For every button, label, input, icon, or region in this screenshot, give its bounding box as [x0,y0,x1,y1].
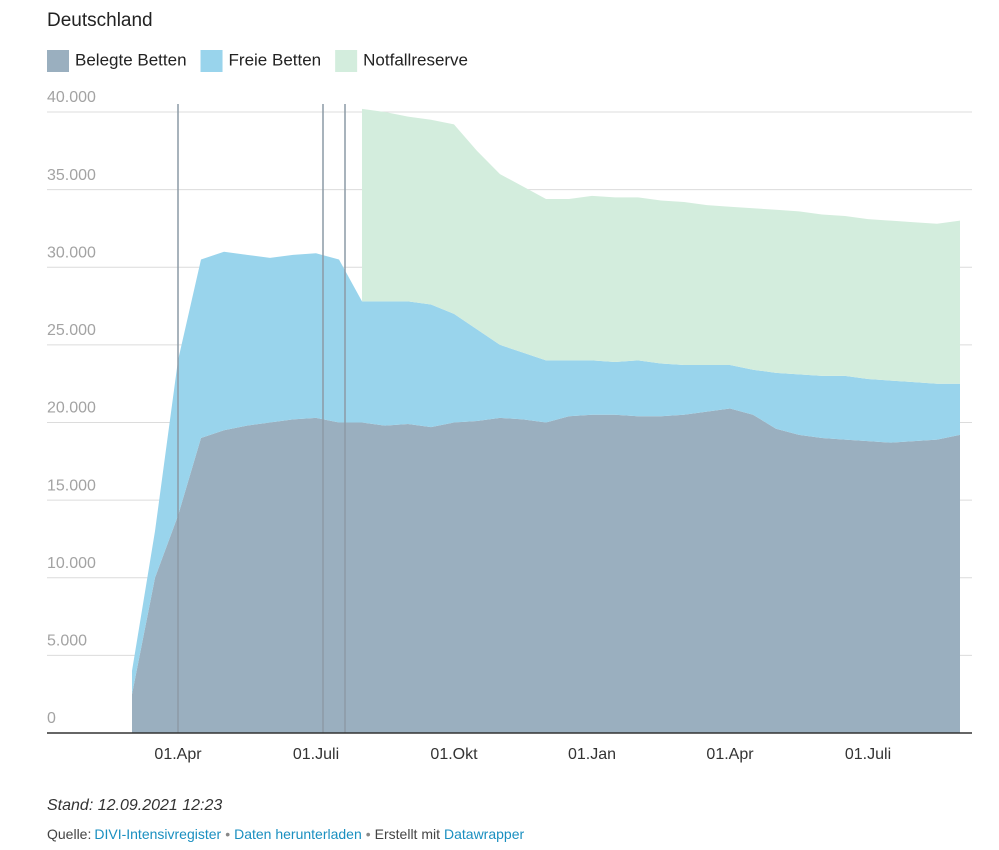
y-tick-label: 10.000 [47,555,96,572]
y-tick-label: 35.000 [47,167,96,184]
y-tick-label: 5.000 [47,633,87,650]
source-line: Quelle: DIVI-Intensivregister • Daten herun… [47,826,524,842]
y-tick-label: 40.000 [47,89,96,106]
x-tick-label: 01.Jan [568,746,616,763]
source-link[interactable]: DIVI-Intensivregister [94,826,221,842]
separator: • [366,826,371,842]
legend-label: Notfallreserve [363,50,468,69]
credit-text: Erstellt mit [375,826,440,842]
x-tick-label: 01.Juli [845,746,891,763]
separator: • [225,826,230,842]
y-tick-label: 20.000 [47,400,96,417]
x-tick-label: 01.Okt [430,746,478,763]
area [132,251,960,695]
annotation-lines [177,104,346,733]
x-tick-label: 01.Apr [706,746,754,763]
area [362,108,960,384]
y-tick-label: 30.000 [47,244,96,261]
download-link[interactable]: Daten herunterladen [234,826,362,842]
area [132,408,960,733]
source-label: Quelle: [47,826,91,842]
legend-swatch [200,50,223,72]
legend-label: Belegte Betten [75,50,187,69]
y-tick-label: 0 [47,710,56,727]
plot-area: 0 5.000 10.000 15.000 20.000 25.000 30.000 35.0… [47,89,972,734]
x-tick-label: 01.Juli [293,746,339,763]
legend-label: Freie Betten [229,50,322,69]
y-tick-label: 15.000 [47,477,96,494]
chart-title: Deutschland [47,10,153,31]
y-tick-label: 25.000 [47,322,96,339]
stand-note: Stand: 12.09.2021 12:23 [47,797,222,814]
legend-swatch [47,50,69,72]
legend-swatch [335,50,358,72]
x-tick-label: 01.Apr [154,746,202,763]
credit-link[interactable]: Datawrapper [444,826,524,842]
